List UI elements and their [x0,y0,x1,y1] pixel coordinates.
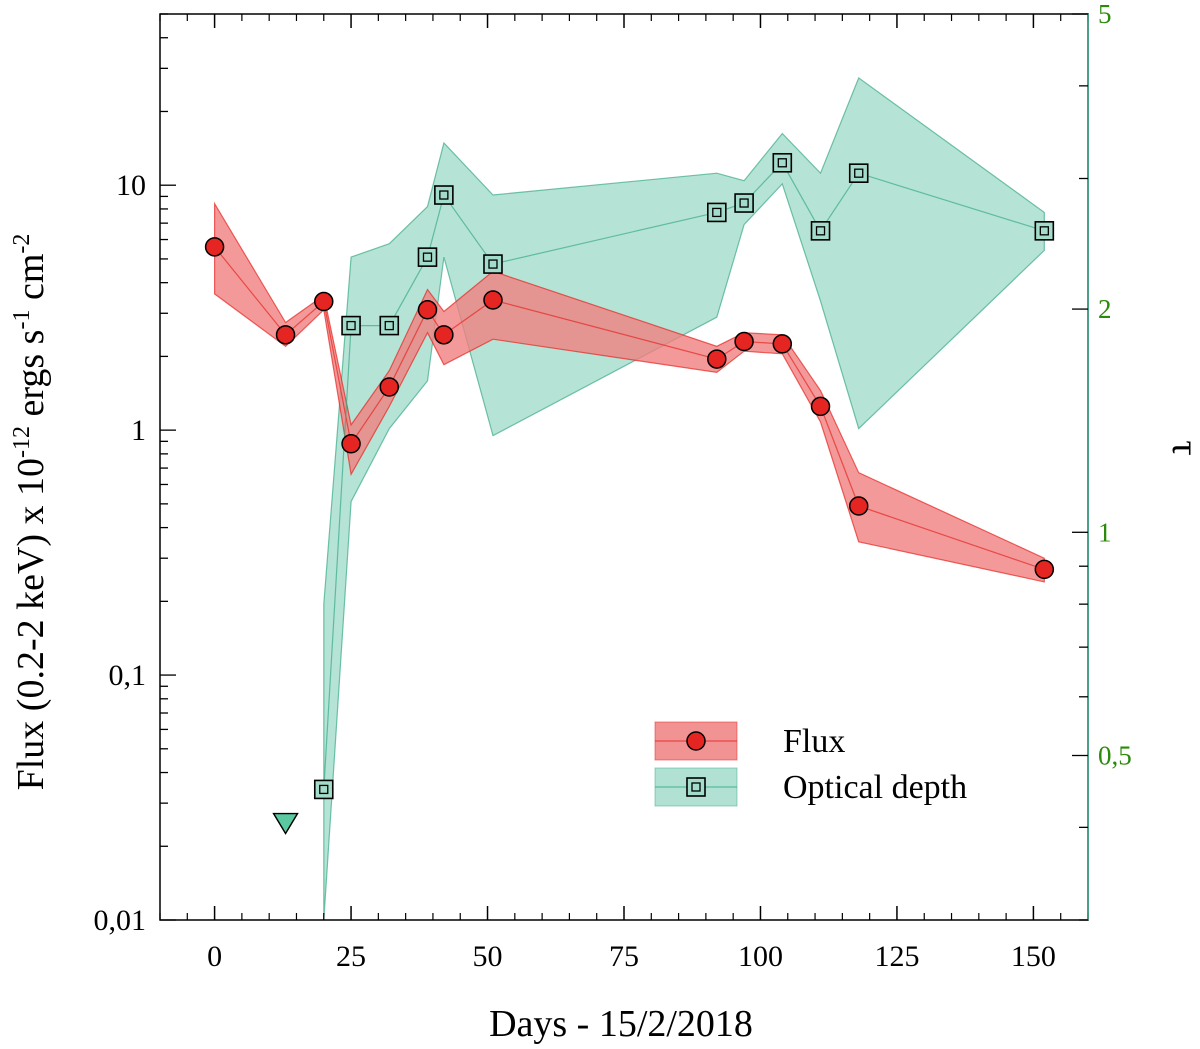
x-tick-label: 125 [874,940,919,973]
optical-depth-point-inner [712,207,722,218]
y-label-exp-1: -12 [9,426,35,458]
y-left-tick-label: 1 [131,414,146,447]
optical-depth-point [706,202,727,223]
optical-depth-point-inner [439,190,449,200]
optical-depth-point [417,247,438,267]
y-label-mid-2: cm [10,254,52,310]
optical-depth-point [434,185,454,205]
line-flux [214,246,1045,570]
y-label-prefix: Flux (0.2-2 keV) x 10 [10,458,52,790]
y-axis-left: 0,01 0,1 1 10 [94,13,176,937]
y-label-exp-2: -1 [9,310,35,330]
x-tick-label: 100 [738,940,783,973]
optical-depth-point [848,163,869,183]
y-left-tick-label: 10 [116,169,146,202]
legend: Flux Optical depth [654,721,967,807]
flux-point [810,396,831,417]
optical-depth-point [734,193,754,213]
optical-depth-point-inner [384,320,394,331]
x-tick-label: 50 [473,940,503,973]
legend-label-optical-depth: Optical depth [783,769,967,806]
optical-depth-point-inner [346,320,356,331]
optical-depth-point [1034,221,1055,241]
optical-depth-point [483,254,503,274]
optical-depth-point [341,315,361,336]
flux-point [1034,559,1055,580]
y-right-tick-label: 0,5 [1098,740,1132,770]
flux-point [314,291,334,312]
flux-point [341,433,361,454]
flux-point [275,325,296,345]
legend-marker-inner-optical-depth [691,782,701,792]
x-tick-label: 150 [1011,940,1056,973]
upper-limit-marker [272,812,299,835]
optical-depth-point-inner [488,259,498,269]
data-markers [204,152,1055,835]
optical-depth-point [772,152,793,173]
x-tick-label: 25 [336,940,366,973]
flux-point [204,237,225,257]
flux-point [379,377,400,397]
optical-depth-point-inner [777,158,787,168]
optical-depth-point-inner [1039,226,1049,236]
y-axis-left-label: Flux (0.2-2 keV) x 10-12 ergs s-1 cm-2 [9,234,52,791]
optical-depth-point-inner [319,784,329,795]
optical-depth-point [379,315,400,336]
optical-depth-point-inner [854,168,864,178]
optical-depth-point-inner [422,252,433,262]
y-axis-right-label: τ [1164,440,1200,455]
optical-depth-point-inner [739,198,749,208]
error-bands [214,76,1045,920]
legend-label-flux: Flux [783,723,845,760]
y-left-tick-label: 0,01 [94,904,147,937]
x-axis: 0 25 50 75 100 125 150 [159,14,1089,973]
optical-depth-point [810,221,831,241]
y-label-mid-1: ergs s [10,330,52,426]
y-left-tick-label: 0,1 [109,659,147,692]
band-flux [214,201,1045,583]
flux-point [483,290,503,310]
flux-point [707,349,727,369]
y-axis-right: 0,5 1 2 5 [1072,0,1132,921]
y-right-tick-label: 1 [1098,517,1112,547]
legend-marker-flux [686,731,706,751]
flux-point [772,334,793,354]
flux-point [848,496,869,516]
flux-point [734,331,754,352]
flux-point [417,300,438,320]
x-tick-label: 75 [609,940,639,973]
x-tick-label: 0 [207,940,222,973]
legend-marker-optical-depth [686,777,706,797]
optical-depth-point [313,779,334,800]
flux-point [434,325,454,345]
y-right-tick-label: 5 [1098,0,1112,29]
x-axis-label: Days - 15/2/2018 [489,1003,753,1045]
optical-depth-point-inner [815,226,826,236]
y-right-tick-label: 2 [1098,294,1112,324]
y-label-exp-3: -2 [9,234,35,254]
